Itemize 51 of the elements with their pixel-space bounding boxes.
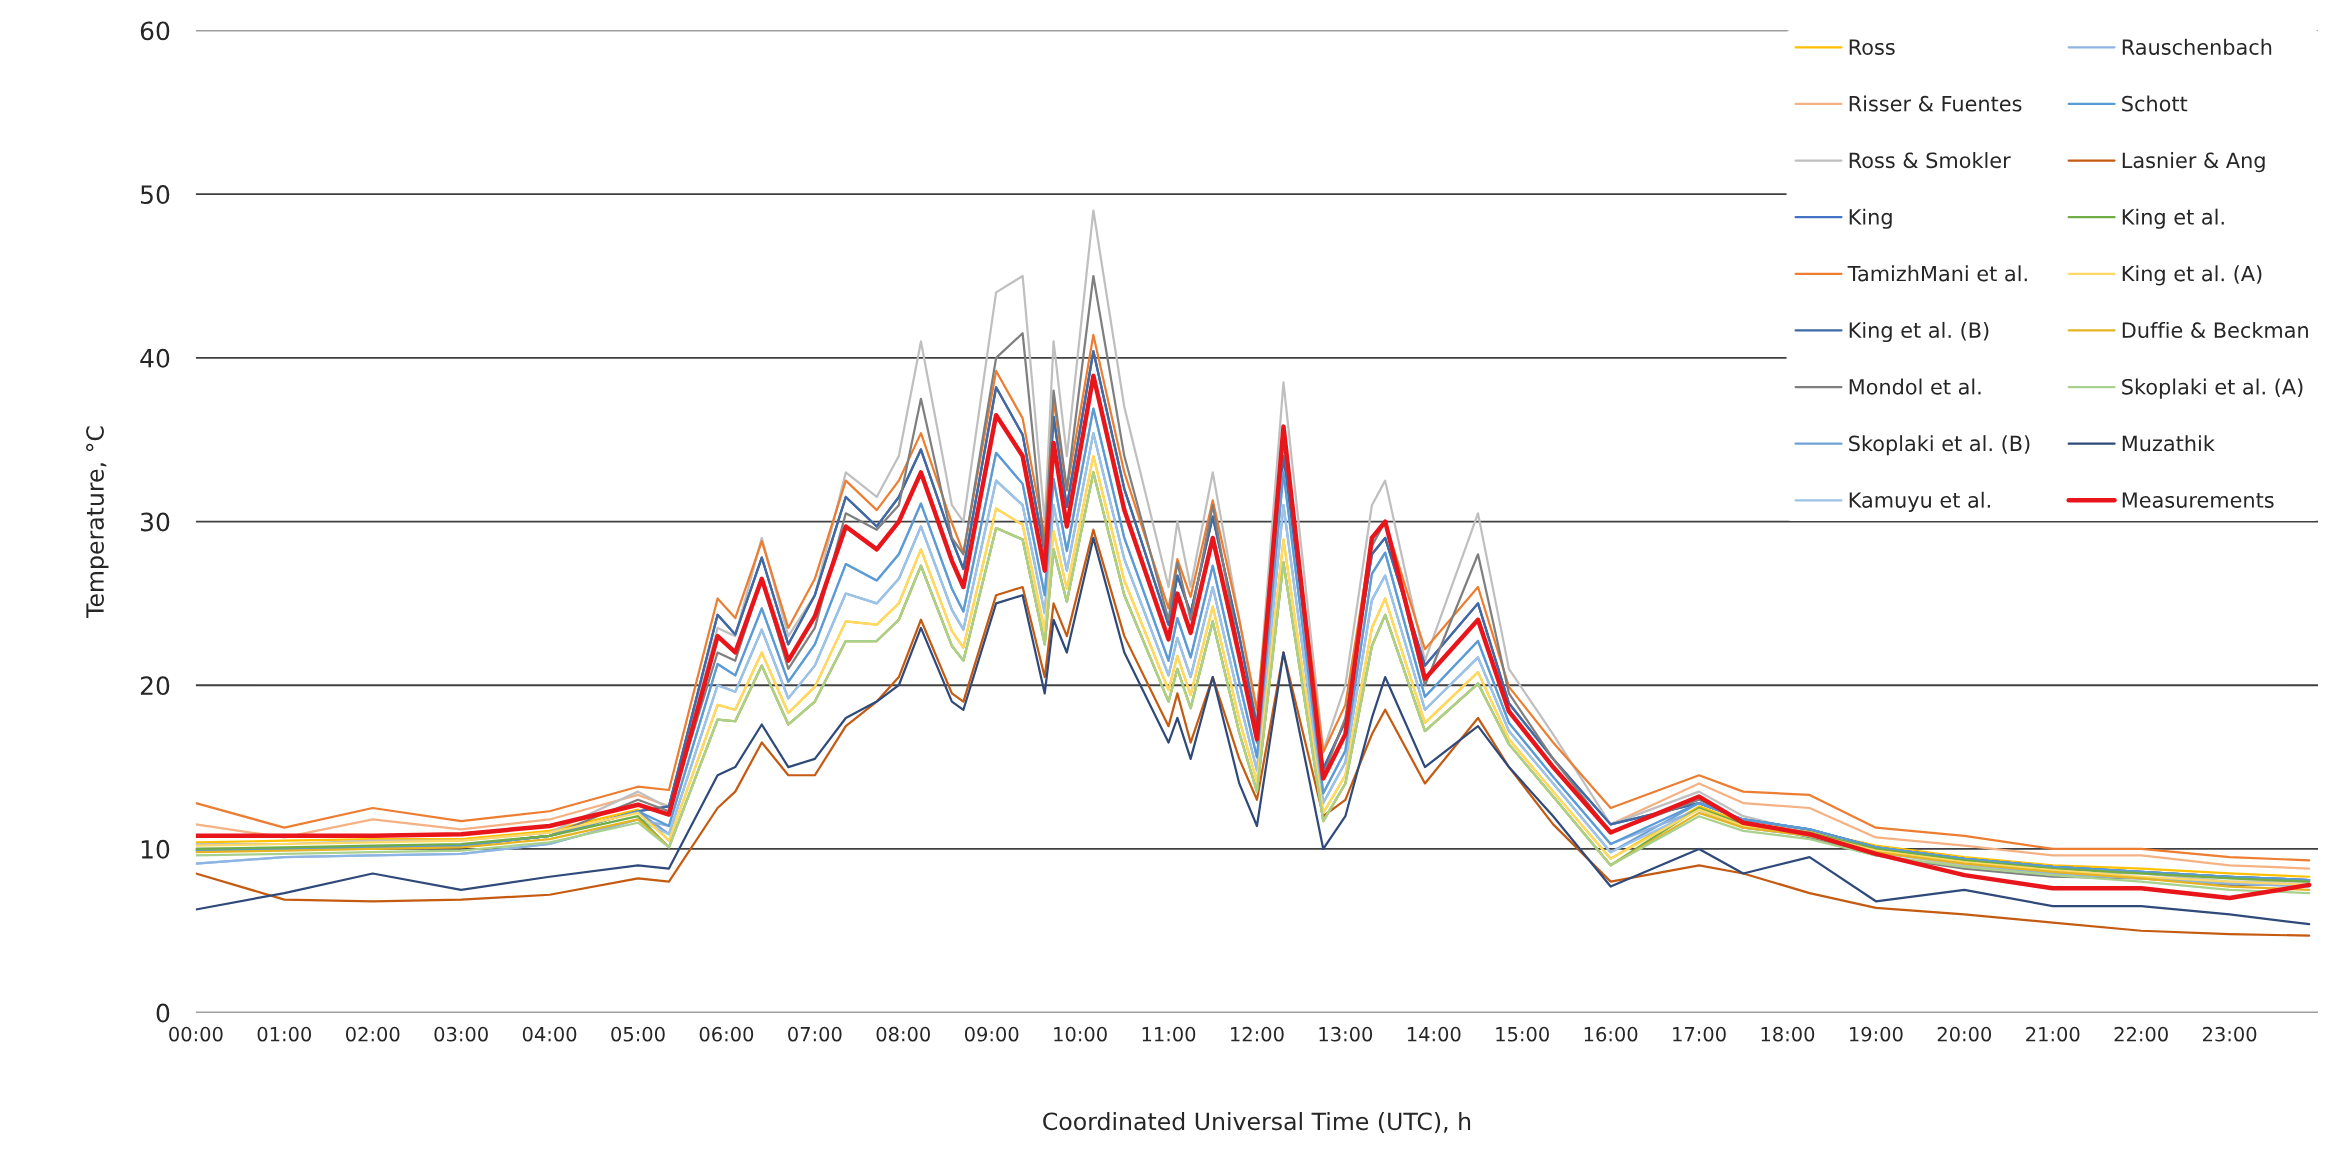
legend-label: King <box>1849 208 1892 229</box>
legend-label: Ross & Smokler <box>1849 152 2011 169</box>
x-tick-label: 08:00 <box>876 1026 930 1042</box>
legend-label: Rauschenbach <box>2122 38 2272 55</box>
x-tick-label: 02:00 <box>346 1026 400 1042</box>
y-tick-label: 50 <box>141 185 170 205</box>
x-tick-label: 01:00 <box>257 1026 312 1042</box>
x-tick-label: 14:00 <box>1407 1026 1461 1042</box>
x-tick-label: 13:00 <box>1319 1026 1373 1042</box>
legend-label: Measurements <box>2122 492 2274 508</box>
y-axis-title: Temperature, °C <box>86 426 109 619</box>
y-tick-label: 10 <box>141 839 170 859</box>
legend-label: King et al. (B) <box>1849 321 1989 343</box>
legend-label: Lasnier & Ang <box>2122 152 2265 173</box>
x-tick-label: 12:00 <box>1231 1026 1284 1042</box>
legend-label: Risser & Fuentes <box>1849 95 2022 112</box>
x-tick-label: 16:00 <box>1584 1026 1638 1042</box>
legend-label: Duffie & Beckman <box>2122 321 2308 339</box>
x-tick-label: 00:00 <box>169 1026 223 1042</box>
legend-label: Skoplaki et al. (B) <box>1849 435 2030 456</box>
x-tick-label: 09:00 <box>964 1026 1019 1042</box>
legend-label: Kamuyu et al. <box>1849 491 1990 512</box>
y-tick-label: 30 <box>140 512 170 532</box>
x-tick-label: 04:00 <box>522 1026 577 1042</box>
y-tick-label: 20 <box>140 676 170 696</box>
y-tick-label: 0 <box>156 1003 170 1023</box>
x-tick-label: 05:00 <box>611 1026 665 1042</box>
x-tick-label: 15:00 <box>1496 1026 1549 1042</box>
legend-label: TamizhMani et al. <box>1847 265 2027 282</box>
y-tick-label: 60 <box>140 21 170 41</box>
x-tick-label: 10:00 <box>1054 1026 1107 1042</box>
x-tick-label: 07:00 <box>788 1026 842 1042</box>
x-tick-label: 18:00 <box>1761 1026 1815 1042</box>
legend-label: Skoplaki et al. (A) <box>2122 378 2303 399</box>
legend-label: King et al. (A) <box>2122 265 2262 286</box>
y-tick-label: 40 <box>140 348 170 368</box>
x-tick-label: 21:00 <box>2026 1026 2080 1042</box>
x-tick-label: 20:00 <box>1937 1026 1992 1042</box>
x-tick-label: 06:00 <box>699 1026 754 1042</box>
legend-label: King et al. <box>2122 208 2224 229</box>
x-tick-label: 17:00 <box>1673 1026 1726 1042</box>
legend-label: Muzathik <box>2122 435 2215 452</box>
x-axis-title: Coordinated Universal Time (UTC), h <box>1043 1111 1471 1134</box>
x-tick-label: 03:00 <box>434 1026 488 1042</box>
legend-label: Ross <box>1849 39 1895 55</box>
legend-label: Schott <box>2122 95 2188 112</box>
x-tick-label: 22:00 <box>2114 1026 2168 1042</box>
x-tick-label: 19:00 <box>1850 1026 1903 1042</box>
legend-label: Mondol et al. <box>1849 378 1981 395</box>
x-tick-label: 23:00 <box>2202 1026 2257 1042</box>
x-tick-label: 11:00 <box>1142 1026 1196 1042</box>
